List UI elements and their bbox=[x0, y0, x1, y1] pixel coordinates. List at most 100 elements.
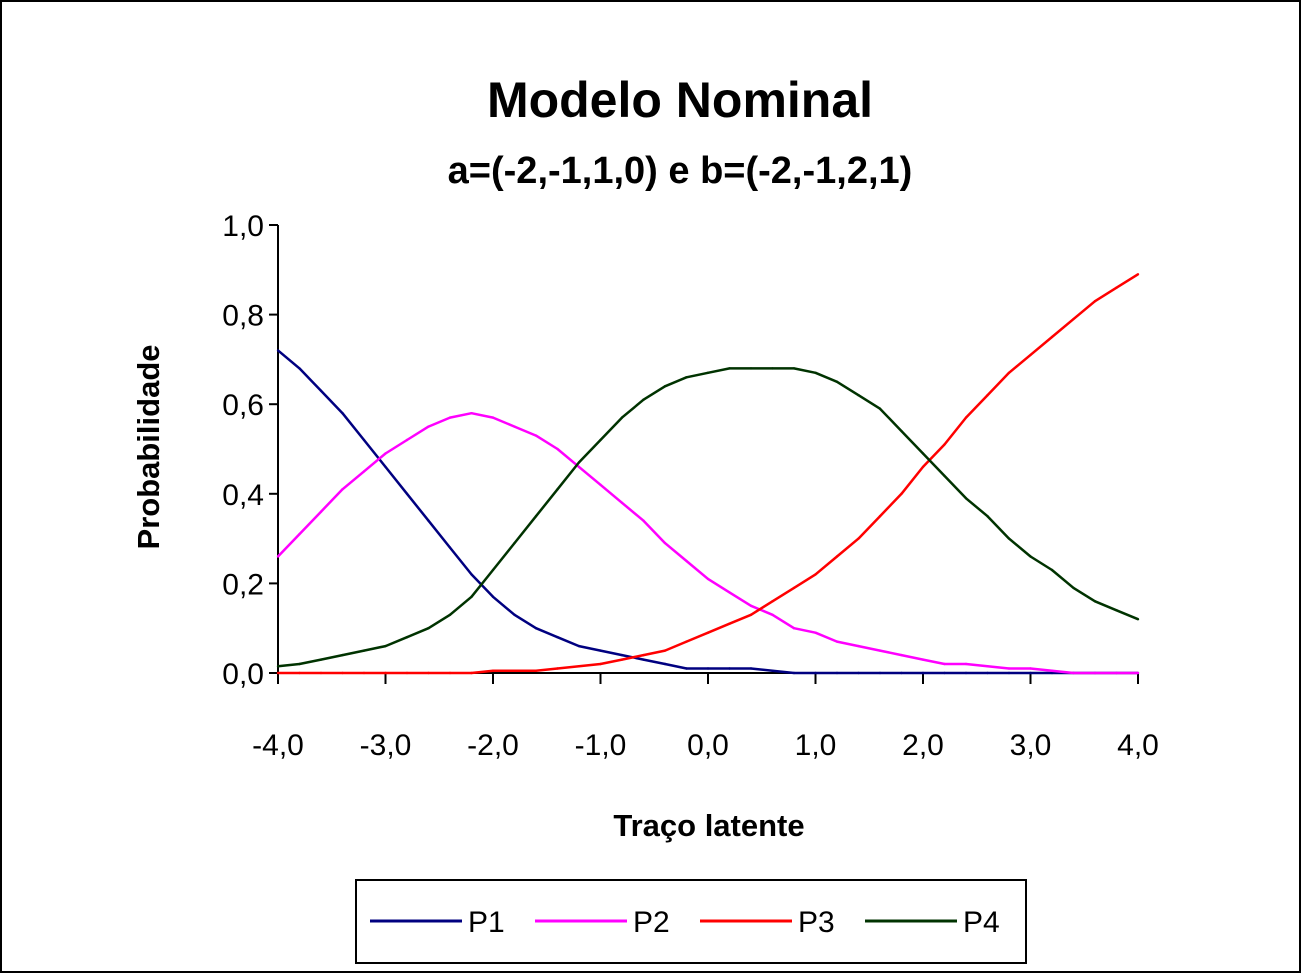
data-point-p1 bbox=[556, 636, 559, 639]
legend-label-p2: P2 bbox=[633, 906, 670, 939]
x-tick-label: 0,0 bbox=[687, 729, 729, 762]
data-point-p4 bbox=[491, 568, 495, 572]
data-point-p4 bbox=[1072, 586, 1075, 590]
data-point-p1 bbox=[362, 438, 366, 442]
data-point-p2 bbox=[964, 662, 968, 666]
data-point-p2 bbox=[878, 649, 882, 652]
data-point-p3 bbox=[362, 671, 366, 675]
data-point-p4 bbox=[749, 367, 753, 370]
data-point-p4 bbox=[319, 658, 323, 661]
data-point-p3 bbox=[491, 669, 495, 672]
data-point-p3 bbox=[341, 671, 344, 675]
data-point-p2 bbox=[491, 416, 495, 419]
data-point-p2 bbox=[835, 640, 839, 643]
x-tick-label: 3,0 bbox=[1010, 729, 1052, 762]
data-point-p2 bbox=[513, 425, 516, 428]
data-point-p1 bbox=[749, 667, 753, 670]
legend: P1 P2 P3 P4 bbox=[355, 879, 1027, 964]
data-point-p4 bbox=[599, 438, 602, 442]
data-point-p2 bbox=[1029, 667, 1032, 670]
data-point-p3 bbox=[577, 665, 581, 668]
data-point-p4 bbox=[706, 371, 710, 374]
data-point-p4 bbox=[341, 653, 344, 657]
series-line-p1 bbox=[277, 349, 1138, 675]
x-tick-label: -3,0 bbox=[360, 729, 412, 762]
legend-label-p4: P4 bbox=[963, 906, 1000, 939]
data-point-p3 bbox=[298, 671, 301, 675]
data-point-p3 bbox=[470, 671, 473, 675]
data-point-p1 bbox=[900, 671, 903, 675]
data-point-p1 bbox=[706, 667, 710, 670]
data-point-p2 bbox=[685, 559, 688, 563]
data-point-p3 bbox=[1115, 286, 1118, 289]
data-point-p2 bbox=[620, 501, 624, 504]
data-point-p3 bbox=[857, 537, 860, 540]
data-point-p2 bbox=[921, 658, 925, 661]
data-point-p1 bbox=[534, 627, 538, 630]
data-point-p2 bbox=[792, 627, 796, 630]
data-point-p1 bbox=[384, 465, 387, 469]
data-point-p4 bbox=[857, 394, 860, 397]
y-tick-label: 0,0 bbox=[222, 658, 264, 691]
data-point-p1 bbox=[835, 671, 839, 675]
x-tick-label: -2,0 bbox=[467, 729, 519, 762]
data-point-p2 bbox=[405, 438, 409, 442]
data-point-p1 bbox=[728, 667, 731, 670]
data-point-p1 bbox=[943, 671, 946, 675]
data-point-p4 bbox=[642, 398, 645, 401]
data-point-p1 bbox=[857, 671, 860, 675]
data-point-p4 bbox=[276, 665, 280, 668]
data-point-p2 bbox=[298, 532, 301, 536]
y-tick-label: 0,8 bbox=[222, 300, 264, 333]
data-point-p3 bbox=[685, 640, 688, 643]
data-point-p1 bbox=[319, 389, 323, 392]
data-point-p1 bbox=[771, 669, 774, 672]
data-point-p3 bbox=[835, 555, 839, 558]
series-line-p3 bbox=[278, 273, 1139, 675]
data-point-p2 bbox=[1072, 671, 1075, 675]
data-point-p1 bbox=[427, 519, 430, 522]
data-point-p3 bbox=[1029, 353, 1032, 357]
data-point-p2 bbox=[276, 555, 280, 558]
data-point-p2 bbox=[1007, 667, 1011, 670]
data-point-p1 bbox=[405, 492, 409, 495]
data-point-p1 bbox=[491, 595, 495, 598]
data-point-p2 bbox=[728, 591, 731, 594]
x-ticks: -4,0 -3,0 -2,0 -1,0 0,0 1,0 2,0 3,0 4,0 bbox=[252, 673, 1159, 762]
data-point-p4 bbox=[1050, 568, 1054, 572]
y-tick-label: 0,2 bbox=[222, 568, 264, 601]
x-tick-label: 4,0 bbox=[1117, 729, 1159, 762]
data-point-p4 bbox=[685, 376, 688, 379]
data-point-p1 bbox=[620, 653, 624, 657]
data-point-p2 bbox=[448, 416, 452, 419]
data-point-p3 bbox=[1007, 371, 1011, 374]
data-point-p1 bbox=[448, 546, 452, 549]
data-point-p3 bbox=[986, 394, 989, 397]
data-point-p3 bbox=[921, 465, 925, 469]
data-point-p2 bbox=[986, 665, 989, 668]
data-point-p4 bbox=[1115, 609, 1118, 612]
data-point-p4 bbox=[298, 662, 301, 666]
data-point-p4 bbox=[620, 416, 624, 419]
data-point-p4 bbox=[427, 627, 430, 630]
data-point-p4 bbox=[556, 488, 559, 491]
data-point-p3 bbox=[749, 613, 753, 616]
data-point-p3 bbox=[964, 416, 968, 419]
data-point-p3 bbox=[771, 600, 774, 603]
data-point-p3 bbox=[878, 515, 882, 518]
data-point-p3 bbox=[276, 671, 280, 675]
data-point-p4 bbox=[384, 644, 387, 648]
data-point-p4 bbox=[405, 636, 409, 639]
data-point-p2 bbox=[943, 662, 946, 666]
data-point-p2 bbox=[599, 483, 602, 486]
x-tick-label: -1,0 bbox=[575, 729, 627, 762]
series-lines bbox=[276, 273, 1140, 675]
data-point-p3 bbox=[642, 653, 645, 657]
data-point-p3 bbox=[556, 667, 559, 670]
data-point-p1 bbox=[663, 662, 667, 666]
data-point-p3 bbox=[663, 649, 667, 652]
data-point-p3 bbox=[943, 443, 946, 446]
data-point-p2 bbox=[900, 653, 903, 657]
data-point-p4 bbox=[1093, 600, 1097, 603]
